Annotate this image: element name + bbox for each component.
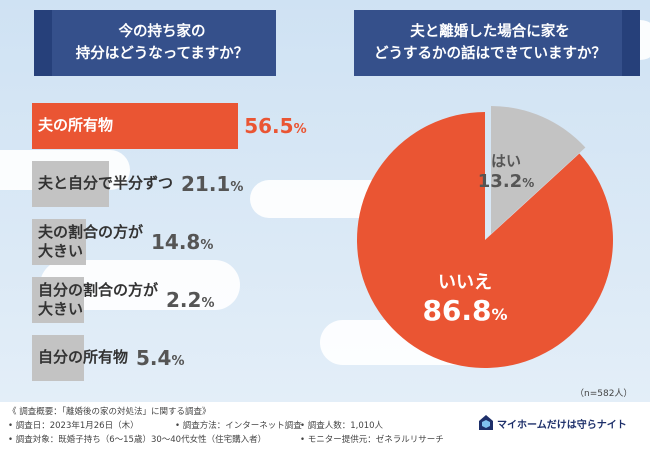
bar-label-line: 夫の割合の方が	[38, 223, 144, 241]
bar-label-4: 自分の割合の方が 大きい	[38, 281, 158, 319]
footer	[0, 402, 650, 450]
survey-method: • 調査方法：インターネット調査	[175, 421, 302, 431]
bar-label-line: 夫の所有物	[38, 116, 114, 134]
right-chart-title-line1: 夫と離婚した場合に家を	[410, 24, 570, 40]
bar-5	[32, 335, 84, 381]
banner-ribbon-right	[622, 10, 640, 76]
bar-label-2: 夫と自分で半分ずつ	[38, 174, 173, 193]
bar-label-line: 夫と自分で半分ずつ	[38, 174, 174, 192]
house-shield-icon	[479, 415, 493, 430]
brand-logo-text: マイホームだけは守らナイト	[497, 420, 627, 431]
bar-4	[32, 277, 84, 323]
bar-label-line: 自分の割合の方が	[38, 281, 159, 299]
pie-slice-2	[356, 112, 613, 368]
pie-slice-1	[491, 106, 586, 234]
right-chart-title-line2: どうするかの話はできていますか？	[374, 46, 606, 62]
bar-label-line: 自分の所有物	[38, 348, 129, 366]
pie-label-no: いいえ 86.8%	[410, 268, 520, 327]
survey-heading: 《 調査概要：「離婚後の家の対処法」に関する調査》	[8, 407, 211, 417]
bar-label-line: 大きい	[38, 300, 84, 318]
left-chart-title-line2: 持分はどうなってますか？	[75, 46, 249, 62]
pie-label-no-name: いいえ	[438, 272, 492, 293]
left-chart-title-banner: 今の持ち家の 持分はどうなってますか？	[34, 10, 276, 76]
survey-respondents: • 調査人数：1,010人	[300, 421, 384, 431]
bar-label-5: 自分の所有物	[38, 348, 128, 367]
bar-label-3: 夫の割合の方が 大きい	[38, 223, 143, 261]
bar-1	[32, 103, 239, 149]
sample-size-note: （n=582人）	[575, 389, 633, 399]
pie-chart	[356, 106, 613, 368]
pie-label-yes-name: はい	[490, 152, 521, 170]
survey-target: • 調査対象：既婚子持ち（6〜15歳）30〜40代女性（住宅購入者）	[8, 435, 267, 445]
survey-provider: • モニター提供元：ゼネラルリサーチ	[300, 435, 444, 445]
bar-value-1: 56.5%	[244, 114, 307, 138]
survey-date: • 調査日：2023年1月26日（木）	[8, 421, 139, 431]
bar-label-1: 夫の所有物	[38, 116, 113, 135]
bar-value-3: 14.8%	[151, 230, 214, 254]
bar-value-4: 2.2%	[166, 288, 215, 312]
pie-label-no-value: 86.8%	[422, 294, 508, 327]
bar-3	[32, 219, 87, 265]
right-chart-title-banner: 夫と離婚した場合に家を どうするかの話はできていますか？	[354, 10, 640, 76]
banner-ribbon-left	[34, 10, 52, 76]
bar-chart: 夫の所有物 56.5% 夫と自分で半分ずつ 21.1% 夫の割合の方が 大きい 14.8% 自…	[32, 103, 342, 393]
bar-label-line: 大きい	[38, 242, 84, 260]
left-chart-title-line1: 今の持ち家の	[118, 24, 206, 40]
pie-label-yes: はい 13.2%	[476, 150, 536, 192]
bar-value-2: 21.1%	[181, 172, 244, 196]
pie-label-yes-value: 13.2%	[477, 171, 535, 192]
bar-value-5: 5.4%	[136, 346, 185, 370]
bar-2	[32, 161, 109, 207]
